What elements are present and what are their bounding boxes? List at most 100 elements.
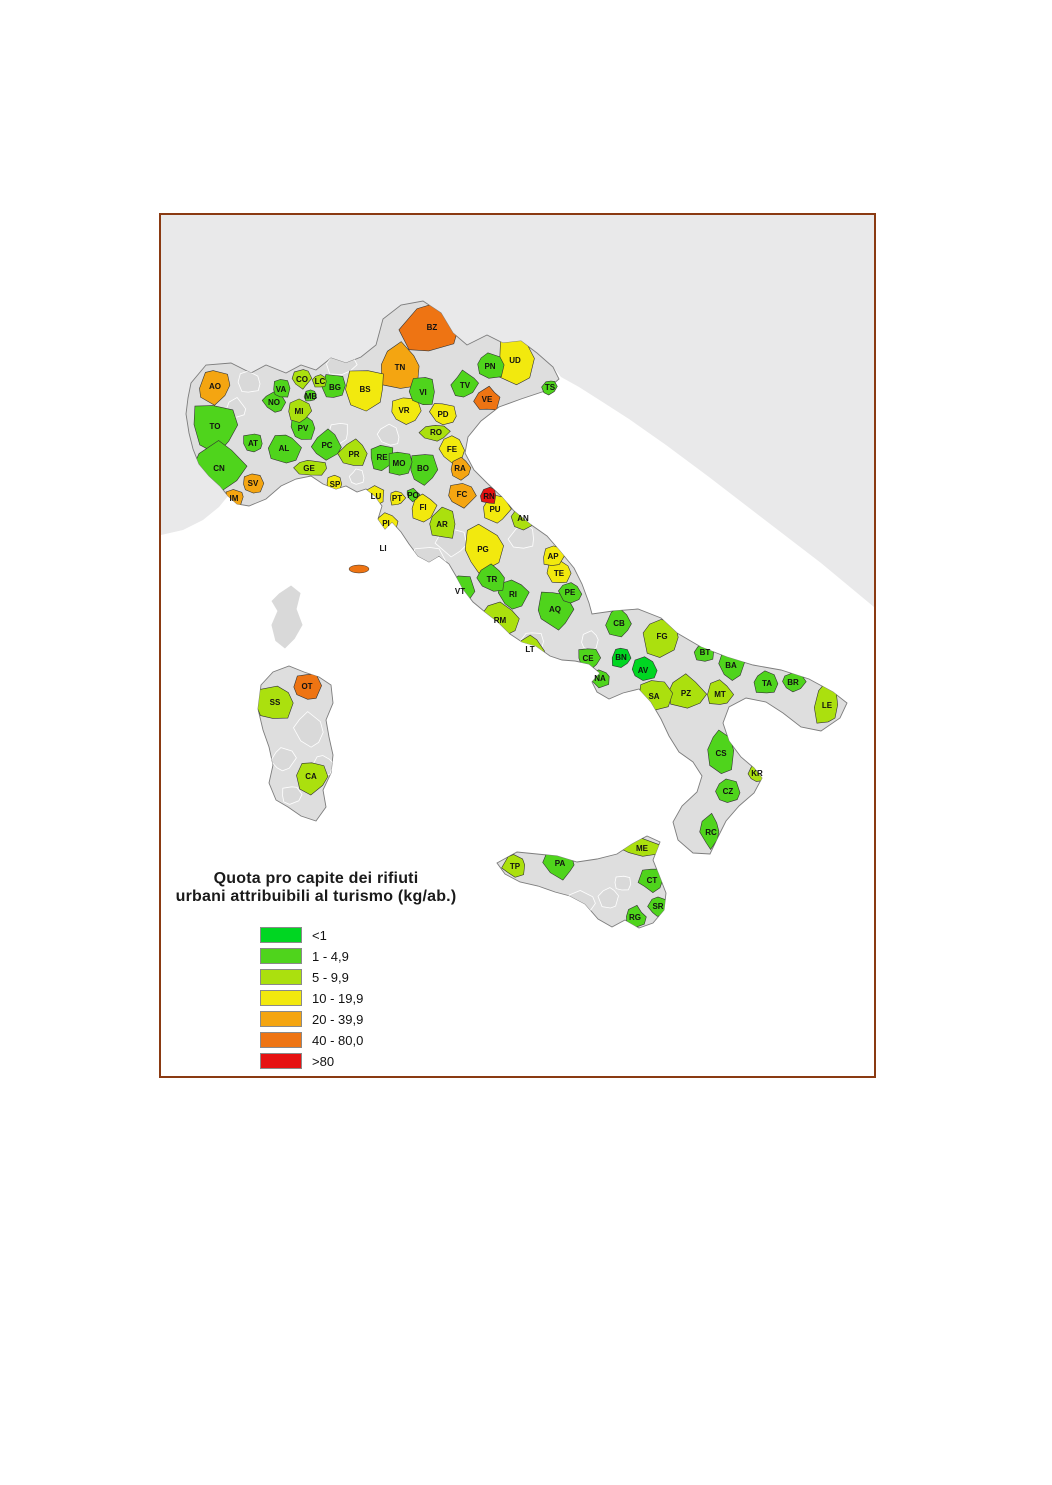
province-label-me: ME — [636, 844, 649, 853]
province-mo — [388, 451, 413, 476]
legend-swatch-c5_99 — [260, 969, 302, 985]
province-cb — [605, 606, 632, 638]
province-label-no: NO — [268, 398, 280, 407]
province-label-kr: KR — [751, 769, 763, 778]
province-label-av: AV — [638, 666, 649, 675]
legend-swatch-lt1 — [260, 927, 302, 943]
foreign-land-north — [161, 215, 874, 607]
province-rn — [480, 486, 497, 504]
province-label-sp: SP — [330, 480, 341, 489]
province-label-tn: TN — [395, 363, 406, 372]
province-label-mi: MI — [295, 407, 304, 416]
province-bg — [321, 374, 346, 398]
province-label-al: AL — [279, 444, 290, 453]
province-ca — [296, 762, 329, 796]
province-label-tv: TV — [460, 381, 471, 390]
legend-swatch-c1_49 — [260, 948, 302, 964]
province-label-to: TO — [210, 422, 221, 431]
province-ao — [199, 370, 231, 406]
coastal-province-shapes — [541, 380, 558, 396]
province-label-bs: BS — [359, 385, 371, 394]
province-label-im: IM — [230, 494, 239, 503]
province-pt — [390, 490, 407, 506]
province-label-pe: PE — [565, 588, 576, 597]
province-label-lc: LC — [315, 377, 326, 386]
province-ar — [429, 506, 456, 539]
province-pn — [477, 352, 505, 379]
province-label-ca: CA — [305, 772, 317, 781]
no-data-region — [348, 468, 365, 485]
province-va — [273, 379, 291, 398]
province-label-pi: PI — [382, 519, 390, 528]
adriatic-channel-1 — [563, 387, 608, 441]
legend-label: 1 - 4,9 — [312, 948, 349, 964]
province-shapes — [191, 302, 839, 928]
no-data-region — [597, 887, 619, 909]
province-label-rc: RC — [705, 828, 717, 837]
province-ts — [541, 380, 558, 396]
province-label-lu: LU — [371, 492, 382, 501]
province-bn — [611, 647, 632, 668]
province-pc — [310, 428, 342, 461]
legend-title-line2: urbani attribuibili al turismo (kg/ab.) — [175, 888, 457, 906]
province-tr — [476, 563, 505, 592]
province-label-ar: AR — [436, 520, 448, 529]
province-label-pa: PA — [555, 859, 566, 868]
legend-row: <1 — [260, 927, 363, 943]
province-label-rm: RM — [494, 616, 507, 625]
province-label-pc: PC — [321, 441, 332, 450]
province-label-pr: PR — [348, 450, 359, 459]
province-label-ba: BA — [725, 661, 737, 670]
legend-label: >80 — [312, 1053, 335, 1069]
elba-island — [348, 564, 370, 574]
province-label-pn: PN — [484, 362, 495, 371]
legend-label: 5 - 9,9 — [312, 969, 349, 985]
province-label-vi: VI — [419, 388, 427, 397]
province-label-te: TE — [554, 569, 565, 578]
province-fi — [411, 493, 438, 523]
province-label-re: RE — [376, 453, 388, 462]
province-label-mb: MB — [305, 392, 318, 401]
no-data-region — [376, 423, 400, 446]
province-mt — [707, 679, 735, 705]
no-data-region — [237, 370, 261, 393]
legend-swatch-gt80 — [260, 1053, 302, 1069]
legend-title-line1: Quota pro capite dei rifiuti — [213, 870, 419, 887]
province-label-pz: PZ — [681, 689, 691, 698]
province-ri — [497, 579, 530, 610]
province-label-fi: FI — [419, 503, 426, 512]
province-bo — [410, 454, 439, 486]
province-re — [370, 444, 394, 472]
province-label-le: LE — [822, 701, 833, 710]
province-mi — [288, 398, 313, 423]
province-ta — [753, 670, 779, 694]
no-data-region — [581, 630, 599, 652]
no-data-region — [282, 786, 303, 805]
province-label-pv: PV — [298, 424, 309, 433]
province-label-na: NA — [594, 674, 606, 683]
province-vi — [408, 377, 435, 406]
corsica — [270, 584, 304, 650]
province-co — [291, 369, 313, 390]
legend-label: <1 — [312, 927, 327, 943]
province-label-cn: CN — [213, 464, 225, 473]
province-label-cz: CZ — [723, 787, 734, 796]
province-cs — [707, 729, 735, 774]
province-label-fc: FC — [457, 490, 468, 499]
legend-swatch-c40_80 — [260, 1032, 302, 1048]
province-label-bt: BT — [700, 648, 711, 657]
adriatic-channel-2 — [601, 413, 653, 471]
province-label-fe: FE — [447, 445, 458, 454]
province-ro — [418, 424, 451, 442]
province-label-ud: UD — [509, 356, 521, 365]
province-label-bg: BG — [329, 383, 341, 392]
province-pd — [429, 403, 457, 426]
province-label-po: PO — [407, 491, 419, 500]
province-pr — [337, 438, 368, 466]
province-label-rn: RN — [483, 492, 495, 501]
legend-row: >80 — [260, 1053, 363, 1069]
legend-label: 20 - 39,9 — [312, 1011, 364, 1027]
legend-title: Quota pro capite dei rifiuti urbani attr… — [161, 870, 471, 907]
province-label-ot: OT — [301, 682, 312, 691]
